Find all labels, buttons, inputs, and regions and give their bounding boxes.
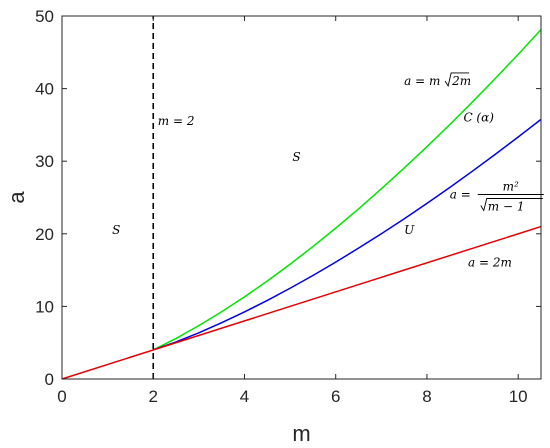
x-tick-label-0: 0 xyxy=(57,387,66,406)
x-tick-label-5: 10 xyxy=(509,387,528,406)
y-tick-label-3: 30 xyxy=(35,152,54,171)
annotation-m2: m = 2 xyxy=(158,114,195,128)
annotation-green_eq-radicand: 2m xyxy=(451,74,471,88)
y-tick-label-4: 40 xyxy=(35,80,54,99)
x-tick-label-3: 6 xyxy=(331,387,340,406)
annotation-green_eq: a = m 2m xyxy=(404,72,471,88)
annotation-u: U xyxy=(404,223,415,237)
annotation-blue_eq-denominator: m − 1 xyxy=(488,200,525,214)
y-tick-label-2: 20 xyxy=(35,225,54,244)
annotation-blue_eq-lhs: a = xyxy=(450,188,471,202)
annotation-blue_eq-radical xyxy=(480,198,543,212)
y-tick-label-0: 0 xyxy=(45,370,54,389)
annotation-green_eq-text: a = m xyxy=(404,74,440,88)
series-line-1 xyxy=(152,118,542,351)
axes: 0 2 4 6 8 10 0 10 20 30 40 50 m a xyxy=(4,7,542,446)
axes-box xyxy=(61,15,542,380)
annotation-red_eq: a = 2m xyxy=(468,255,512,269)
x-tick-label-1: 2 xyxy=(149,387,158,406)
series-line-2 xyxy=(61,225,542,380)
y-axis-label: a xyxy=(4,191,29,204)
annotation-green_eq-radical xyxy=(444,72,470,88)
x-axis-label: m xyxy=(292,421,310,446)
x-tick-label-4: 8 xyxy=(422,387,431,406)
annotation-s_left: S xyxy=(112,223,120,237)
x-tick-label-2: 4 xyxy=(240,387,249,406)
annotation-blue_eq: a = m² m − 1 xyxy=(450,180,544,214)
annotation-blue_eq-numerator: m² xyxy=(503,180,519,194)
series-line-0 xyxy=(152,29,542,351)
annotation-c_alpha: C (α) xyxy=(463,110,494,124)
y-tick-label-1: 10 xyxy=(35,297,54,316)
annotations: m = 2 S S U C (α) a = m 2m a = m² m − 1 a = 2m xyxy=(112,72,544,269)
plot-area xyxy=(61,16,542,380)
annotation-s_mid: S xyxy=(292,150,300,164)
y-tick-label-5: 50 xyxy=(35,7,54,26)
